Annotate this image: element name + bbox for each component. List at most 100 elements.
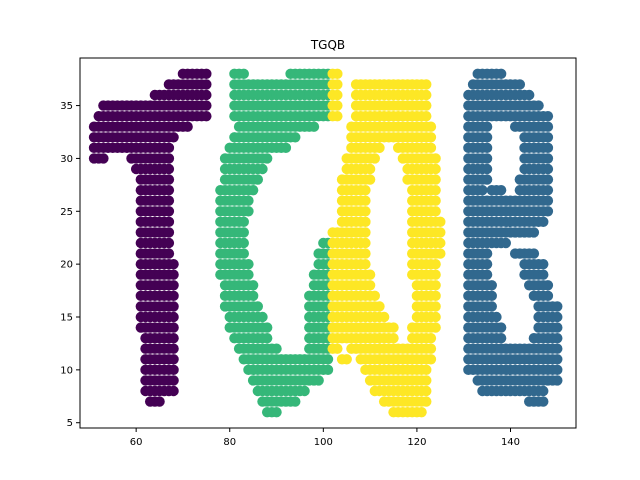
data-point xyxy=(168,333,178,343)
data-point xyxy=(164,206,174,216)
data-point xyxy=(370,153,380,163)
data-point xyxy=(168,259,178,269)
data-point xyxy=(430,206,440,216)
data-point xyxy=(421,365,431,375)
data-point xyxy=(374,143,384,153)
y-tick-label: 5 xyxy=(67,418,73,429)
data-point xyxy=(496,322,506,332)
y-tick-label: 20 xyxy=(60,260,73,271)
data-point xyxy=(164,196,174,206)
data-point xyxy=(262,153,272,163)
data-point xyxy=(482,259,492,269)
data-point xyxy=(365,164,375,174)
data-point xyxy=(496,69,506,79)
data-point xyxy=(482,143,492,153)
data-point xyxy=(430,164,440,174)
data-point xyxy=(552,375,562,385)
data-point xyxy=(332,79,342,89)
x-tick-label: 140 xyxy=(501,437,520,448)
data-point xyxy=(426,354,436,364)
data-point xyxy=(426,122,436,132)
data-point xyxy=(538,396,548,406)
data-point xyxy=(538,217,548,227)
data-point xyxy=(538,270,548,280)
data-point xyxy=(168,280,178,290)
data-point xyxy=(529,248,539,258)
data-point xyxy=(482,270,492,280)
y-tick-label: 35 xyxy=(60,101,73,112)
data-point xyxy=(239,248,249,258)
data-point xyxy=(164,164,174,174)
data-point xyxy=(168,354,178,364)
data-point xyxy=(257,164,267,174)
data-point xyxy=(323,354,333,364)
data-point xyxy=(538,259,548,269)
y-tick-label: 25 xyxy=(60,207,73,218)
data-point xyxy=(262,333,272,343)
data-point xyxy=(388,333,398,343)
data-point xyxy=(426,143,436,153)
data-point xyxy=(262,322,272,332)
data-point xyxy=(543,132,553,142)
data-point xyxy=(543,122,553,132)
data-point xyxy=(243,259,253,269)
data-point xyxy=(543,206,553,216)
data-point xyxy=(482,174,492,184)
data-point xyxy=(360,227,370,237)
data-point xyxy=(243,196,253,206)
data-point xyxy=(332,69,342,79)
data-point xyxy=(379,312,389,322)
data-point xyxy=(515,79,525,89)
data-point xyxy=(416,407,426,417)
data-point xyxy=(248,280,258,290)
data-point xyxy=(543,174,553,184)
data-point xyxy=(543,153,553,163)
data-point xyxy=(421,375,431,385)
data-point xyxy=(164,227,174,237)
data-point xyxy=(281,143,291,153)
data-point xyxy=(552,312,562,322)
data-point xyxy=(533,100,543,110)
data-point xyxy=(365,280,375,290)
data-point xyxy=(524,90,534,100)
data-point xyxy=(239,238,249,248)
data-point xyxy=(421,386,431,396)
data-point xyxy=(552,344,562,354)
data-point xyxy=(426,132,436,142)
chart-title: TGQB xyxy=(310,38,345,52)
data-point xyxy=(332,111,342,121)
data-point xyxy=(360,248,370,258)
data-point xyxy=(487,301,497,311)
data-point xyxy=(365,174,375,184)
data-point xyxy=(168,270,178,280)
data-point xyxy=(477,185,487,195)
data-point xyxy=(435,227,445,237)
data-point xyxy=(164,143,174,153)
data-point xyxy=(421,90,431,100)
data-point xyxy=(543,196,553,206)
data-point xyxy=(201,100,211,110)
data-point xyxy=(164,185,174,195)
data-point xyxy=(426,344,436,354)
data-point xyxy=(168,301,178,311)
data-point xyxy=(388,322,398,332)
data-point xyxy=(360,217,370,227)
data-point xyxy=(421,100,431,110)
data-point xyxy=(430,259,440,269)
y-tick-label: 30 xyxy=(60,154,73,165)
data-point xyxy=(360,238,370,248)
data-point xyxy=(239,69,249,79)
data-point xyxy=(271,344,281,354)
data-point xyxy=(98,153,108,163)
data-point xyxy=(430,153,440,163)
data-point xyxy=(552,322,562,332)
data-point xyxy=(435,248,445,258)
data-point xyxy=(430,322,440,332)
data-point xyxy=(430,280,440,290)
data-point xyxy=(201,79,211,89)
data-point xyxy=(543,280,553,290)
data-point xyxy=(182,122,192,132)
data-point xyxy=(543,164,553,174)
x-tick-label: 120 xyxy=(407,437,426,448)
data-point xyxy=(430,174,440,184)
